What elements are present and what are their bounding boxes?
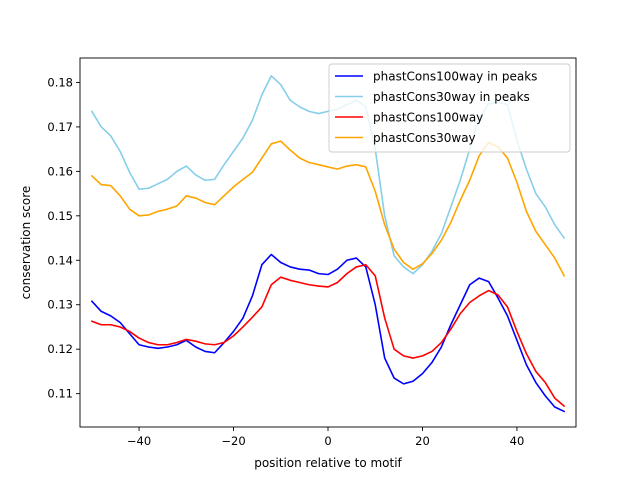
x-tick-label: 20 [415, 434, 430, 448]
legend-label-4: phastCons30way [373, 131, 476, 145]
y-tick-label: 0.11 [47, 387, 73, 401]
legend-box [328, 63, 571, 153]
legend: phastCons100way in peaks phastCons30way i… [328, 63, 571, 153]
x-tick-label: −20 [221, 434, 245, 448]
y-axis-label: conservation score [19, 186, 33, 300]
y-tick-label: 0.18 [47, 75, 73, 89]
y-tick-label: 0.12 [47, 342, 73, 356]
series-line-3 [91, 263, 565, 407]
x-tick-label: −40 [127, 434, 151, 448]
y-tick-label: 0.14 [47, 253, 73, 267]
legend-label-3: phastCons100way [373, 111, 483, 125]
x-tick-label: 40 [510, 434, 525, 448]
series-line-1 [91, 253, 565, 413]
axes: −40 −20 0 20 40 0.11 0.12 0.13 0.14 0.15 0.16 0.17 0… [47, 57, 577, 448]
y-tick-label: 0.16 [47, 164, 73, 178]
y-tick-label: 0.15 [47, 209, 73, 223]
y-tick-label: 0.17 [47, 120, 73, 134]
plot-lines [91, 74, 565, 413]
x-tick-label: 0 [324, 434, 331, 448]
x-axis-label: position relative to motif [254, 456, 402, 470]
y-tick-label: 0.13 [47, 298, 73, 312]
legend-label-1: phastCons100way in peaks [373, 70, 537, 84]
legend-label-2: phastCons30way in peaks [373, 90, 530, 104]
